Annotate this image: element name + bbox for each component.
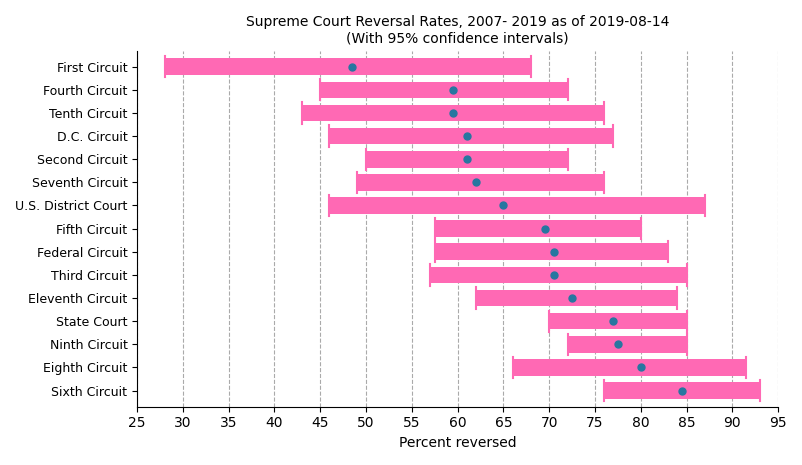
Bar (430, 266, 687, 283)
X-axis label: Percent reversed: Percent reversed (399, 436, 516, 450)
Bar (435, 220, 641, 237)
Bar (604, 382, 759, 399)
Bar (435, 244, 668, 260)
Title: Supreme Court Reversal Rates, 2007- 2019 as of 2019-08-14
(With 95% confidence i: Supreme Court Reversal Rates, 2007- 2019… (246, 15, 670, 45)
Bar (512, 359, 746, 376)
Bar (357, 174, 604, 191)
Bar (302, 105, 604, 121)
Bar (320, 81, 568, 98)
Bar (164, 59, 531, 75)
Bar (330, 197, 705, 214)
Bar (549, 313, 687, 330)
Bar (476, 290, 678, 306)
Bar (330, 128, 614, 145)
Bar (366, 151, 568, 167)
Bar (568, 336, 687, 352)
